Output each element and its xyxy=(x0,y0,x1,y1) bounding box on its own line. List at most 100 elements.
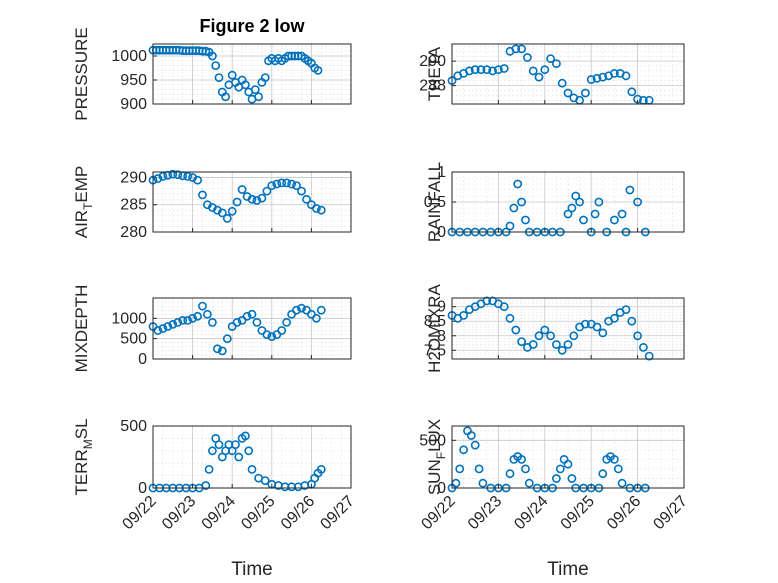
data-point xyxy=(455,464,465,474)
data-point xyxy=(193,311,202,321)
data-point xyxy=(459,445,468,455)
data-point xyxy=(505,469,515,479)
y-tick-label: 285 xyxy=(120,197,147,214)
data-point xyxy=(262,330,272,339)
data-point xyxy=(173,170,183,180)
data-point xyxy=(158,171,168,181)
data-point xyxy=(242,311,252,321)
data-point xyxy=(272,179,282,189)
data-point xyxy=(207,446,217,456)
data-point xyxy=(552,59,561,68)
data-point xyxy=(214,440,224,449)
data-point xyxy=(217,346,227,356)
data-point xyxy=(221,92,230,102)
data-point xyxy=(478,478,488,488)
data-point xyxy=(557,78,567,88)
y-tick-label: 1000 xyxy=(111,48,147,65)
data-point xyxy=(202,309,212,319)
data-point xyxy=(610,215,619,225)
axes-box xyxy=(152,297,352,360)
data-point xyxy=(260,73,270,82)
y-tick-label: 900 xyxy=(120,96,147,113)
y-tick-label: 500 xyxy=(120,418,147,435)
data-point xyxy=(513,179,523,189)
data-point xyxy=(282,178,291,188)
data-point xyxy=(262,186,272,196)
data-point xyxy=(316,305,326,315)
y-tick-label: 0 xyxy=(138,351,147,368)
data-point xyxy=(627,87,637,97)
data-point xyxy=(517,337,526,346)
y-axis-label: MIXDEPTH xyxy=(72,285,91,373)
y-axis-label: PRESSURE xyxy=(72,27,91,121)
data-point xyxy=(511,44,521,54)
data-point xyxy=(499,64,509,73)
data-point xyxy=(563,209,573,219)
x-tick-label: 09/23 xyxy=(465,493,505,533)
data-point xyxy=(633,197,642,207)
data-point xyxy=(214,73,224,82)
y-tick-label: 0 xyxy=(437,480,446,497)
x-tick-label: 09/25 xyxy=(558,493,598,533)
subplot-mixdepth: 0 500 1000 MIXDEPTH xyxy=(72,285,352,373)
data-point xyxy=(552,340,561,349)
y-axis-label: THETA xyxy=(425,46,444,101)
x-tick-label: 09/23 xyxy=(159,493,199,533)
data-point xyxy=(257,193,267,203)
data-point xyxy=(173,317,183,327)
data-point xyxy=(240,431,250,441)
y-tick-label: 288 xyxy=(419,78,446,95)
data-point xyxy=(579,215,588,225)
data-point xyxy=(252,195,262,205)
data-point xyxy=(153,174,163,183)
axes-box xyxy=(451,171,685,233)
data-point xyxy=(316,205,326,215)
data-point xyxy=(505,221,515,231)
x-tick-label: 09/26 xyxy=(604,493,644,533)
data-point xyxy=(311,313,321,323)
axes-box xyxy=(152,171,352,233)
axes-box xyxy=(152,43,352,105)
data-point xyxy=(610,313,619,323)
data-point xyxy=(232,197,242,207)
data-point xyxy=(610,454,619,464)
data-point xyxy=(563,88,573,98)
data-point xyxy=(178,315,188,325)
data-point xyxy=(613,464,623,474)
subplot-air-temp: 280 285 290 AIRTEMP xyxy=(72,166,352,241)
x-tick-label: 09/22 xyxy=(418,493,458,533)
data-point xyxy=(610,69,619,78)
data-point xyxy=(217,208,227,218)
data-point xyxy=(621,305,631,314)
data-point xyxy=(302,194,311,204)
data-point xyxy=(581,88,590,98)
subplot-pressure: 900 950 1000 PRESSURE Figure 2 low xyxy=(72,16,352,121)
axes-box xyxy=(451,297,685,360)
data-point xyxy=(153,326,163,335)
data-point xyxy=(534,72,544,82)
axes-background xyxy=(153,172,351,232)
data-point xyxy=(222,213,232,223)
data-point xyxy=(493,65,503,75)
data-point xyxy=(316,464,326,474)
data-point xyxy=(592,73,602,83)
x-tick-label: 09/26 xyxy=(278,493,318,533)
data-point xyxy=(311,204,321,213)
y-axis-label: H2OMIXRA xyxy=(425,283,444,372)
axes-box xyxy=(152,425,352,489)
data-point xyxy=(234,452,244,462)
data-point xyxy=(627,316,637,326)
y-tick-label: 500 xyxy=(419,432,446,449)
data-point xyxy=(163,322,173,331)
data-point xyxy=(250,85,260,94)
data-point xyxy=(575,197,584,207)
data-point xyxy=(204,464,214,474)
data-point xyxy=(571,191,581,201)
data-point xyxy=(247,309,257,319)
y-tick-label: 0 xyxy=(138,480,147,497)
data-point xyxy=(247,464,257,474)
data-point xyxy=(207,51,217,61)
x-tick-label: 09/25 xyxy=(238,493,278,533)
data-point xyxy=(555,464,565,474)
